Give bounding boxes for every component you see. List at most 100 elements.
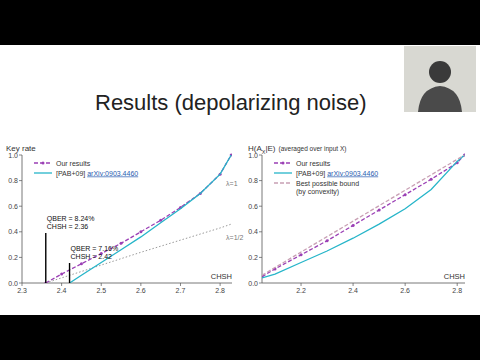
y-tick-label: 0.2 (248, 254, 258, 261)
legend-label-part: (by convexity) (296, 188, 339, 196)
legend: Our results [PAB+09] arXiv:0903.4460 (34, 160, 138, 178)
x-tick-label: 2.7 (176, 287, 186, 294)
x-tick-label: 2.8 (452, 287, 462, 294)
y-tick (19, 155, 22, 156)
legend-link: arXiv:0903.4460 (327, 170, 378, 177)
x-axis-label: CHSH (444, 272, 465, 281)
y-tick-label: 0.8 (8, 177, 18, 184)
y-tick-label: 0.6 (248, 203, 258, 210)
x-tick (405, 283, 406, 286)
legend-swatch (274, 162, 292, 163)
webcam-body (418, 86, 462, 112)
annotation-text: CHSH = 2.36 (47, 223, 89, 230)
x-tick (457, 283, 458, 286)
x-tick-label: 2.2 (296, 287, 306, 294)
y-tick (19, 206, 22, 207)
legend-label-part: [PAB+09] (296, 170, 327, 178)
y-tick (259, 283, 262, 284)
y-tick (19, 257, 22, 258)
x-tick (140, 283, 141, 286)
chart: 2.32.42.52.62.72.80.00.20.40.60.81.0CHSH… (6, 144, 244, 294)
series-marker (120, 242, 123, 245)
chart: 2.22.42.62.80.00.20.40.60.81.0CHSHH(AX|E… (248, 144, 466, 294)
legend-marker (42, 162, 45, 165)
series-marker (378, 209, 381, 212)
annotation-line (69, 263, 70, 283)
x-tick (220, 283, 221, 286)
annotation-text: QBER = 7.16% (71, 245, 119, 253)
reference-label: λ=1 (226, 180, 238, 187)
x-tick (301, 283, 302, 286)
legend-swatch (34, 172, 52, 173)
letterbox (0, 0, 480, 360)
x-tick-label: 2.8 (215, 287, 225, 294)
slide-title: Results (depolarizing noise) (95, 90, 366, 115)
webcam-head (429, 61, 451, 83)
x-tick-label: 2.4 (57, 287, 67, 294)
y-tick-label: 0.0 (248, 280, 258, 287)
series-line (262, 155, 464, 277)
series-marker (300, 253, 303, 256)
y-tick (19, 231, 22, 232)
series-marker (404, 193, 407, 196)
x-axis-label: CHSH (211, 272, 232, 281)
y-tick-label: 0.0 (8, 280, 18, 287)
legend-swatch (274, 182, 292, 183)
reference-label: λ=1/2 (226, 234, 243, 241)
x-tick (180, 283, 181, 286)
series-marker (139, 230, 142, 233)
y-axis-label: H(AX|E)(averaged over input X) (248, 144, 346, 155)
series-marker (430, 178, 433, 181)
x-tick-label: 2.4 (348, 287, 358, 294)
series-marker (352, 224, 355, 227)
y-axis-label-part: (averaged over input X) (279, 145, 347, 153)
legend-label: Best possible bound(by convexity) (296, 180, 359, 196)
plot-area (44, 154, 232, 284)
legend-marker (282, 162, 285, 165)
x-axis (262, 283, 465, 284)
series-marker (326, 239, 329, 242)
webcam-bg (404, 46, 476, 112)
annotation-text: CHSH = 2.42 (71, 253, 113, 260)
legend-swatch (34, 162, 52, 163)
legend-swatch (274, 172, 292, 173)
legend-label: Our results (56, 160, 91, 167)
series-marker (80, 262, 83, 265)
y-axis (262, 155, 263, 283)
plot-area (262, 154, 465, 279)
y-tick-label: 0.4 (248, 228, 258, 235)
y-axis-label-part: |E) (265, 144, 275, 153)
y-tick (259, 257, 262, 258)
legend-link: arXiv:0903.4460 (87, 170, 138, 177)
legend-label: Our results (296, 160, 331, 167)
legend-label: [PAB+09] arXiv:0903.4460 (56, 170, 138, 178)
legend-label-part: Best possible bound (296, 180, 359, 188)
x-tick (101, 283, 102, 286)
y-tick-label: 0.2 (8, 254, 18, 261)
y-tick (259, 180, 262, 181)
series-marker (60, 273, 63, 276)
x-tick-label: 2.6 (400, 287, 410, 294)
slide-frame: Results (depolarizing noise) 2.3 2.4 2.5 2.6… (0, 0, 480, 360)
y-tick (259, 206, 262, 207)
series-line (46, 155, 231, 283)
series-line (262, 155, 464, 278)
x-tick-label: 2.5 (96, 287, 106, 294)
annotation-text: QBER = 8.24% (47, 215, 95, 223)
y-tick (19, 180, 22, 181)
x-tick-label: 2.6 (136, 287, 146, 294)
y-tick-label: 0.8 (248, 177, 258, 184)
y-tick-label: 0.6 (8, 203, 18, 210)
legend-label: [PAB+09] arXiv:0903.4460 (296, 170, 378, 178)
y-axis-label: Key rate (6, 144, 36, 153)
y-tick-label: 0.4 (8, 228, 18, 235)
legend: Our results [PAB+09] arXiv:0903.4460 Best … (274, 160, 378, 196)
series-line (262, 155, 464, 275)
legend-label-part: [PAB+09] (56, 170, 87, 178)
y-tick (19, 283, 22, 284)
slide (0, 45, 480, 315)
x-tick (22, 283, 23, 286)
x-tick-label: 2.3 (17, 287, 27, 294)
x-axis (22, 283, 232, 284)
x-tick (353, 283, 354, 286)
